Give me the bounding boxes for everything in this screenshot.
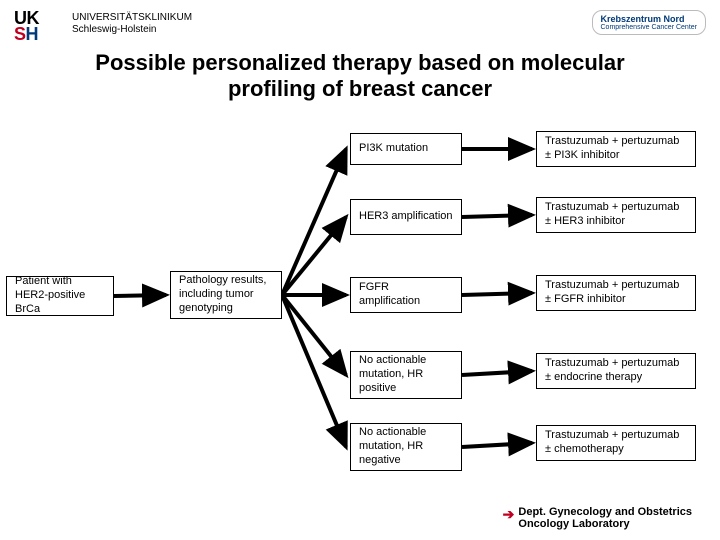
node-m2: HER3 amplification: [350, 199, 462, 235]
edge-m3-t3: [462, 293, 532, 295]
footer-line2: Oncology Laboratory: [518, 518, 629, 530]
node-t1: Trastuzumab + pertuzumab ± PI3K inhibito…: [536, 131, 696, 167]
footer: ➔ Dept. Gynecology and Obstetrics Oncolo…: [503, 506, 692, 530]
kzn-line1: Krebszentrum Nord: [601, 14, 698, 24]
edge-pathology-m5: [282, 295, 346, 447]
page-title: Possible personalized therapy based on m…: [0, 46, 720, 111]
edge-pathology-m2: [282, 217, 346, 295]
footer-text: Dept. Gynecology and Obstetrics Oncology…: [518, 506, 692, 530]
node-patient: Patient with HER2-positive BrCa: [6, 276, 114, 316]
arrow-right-icon: ➔: [503, 506, 515, 523]
node-t4: Trastuzumab + pertuzumab ± endocrine the…: [536, 353, 696, 389]
node-t2: Trastuzumab + pertuzumab ± HER3 inhibito…: [536, 197, 696, 233]
edge-m2-t2: [462, 215, 532, 217]
kzn-logo: Krebszentrum Nord Comprehensive Cancer C…: [592, 10, 707, 35]
edge-pathology-m4: [282, 295, 346, 375]
footer-line1: Dept. Gynecology and Obstetrics: [518, 506, 692, 518]
header-org: UNIVERSITÄTSKLINIKUM Schleswig-Holstein: [72, 12, 192, 35]
node-pathology: Pathology results, including tumor genot…: [170, 271, 282, 319]
edge-m5-t5: [462, 443, 532, 447]
node-t5: Trastuzumab + pertuzumab ± chemotherapy: [536, 425, 696, 461]
uksh-logo: UKSH: [14, 10, 58, 42]
node-t3: Trastuzumab + pertuzumab ± FGFR inhibito…: [536, 275, 696, 311]
node-m4: No actionable mutation, HR positive: [350, 351, 462, 399]
edge-patient-pathology: [114, 295, 166, 296]
node-m3: FGFR amplification: [350, 277, 462, 313]
node-m5: No actionable mutation, HR negative: [350, 423, 462, 471]
node-m1: PI3K mutation: [350, 133, 462, 165]
header: UKSH UNIVERSITÄTSKLINIKUM Schleswig-Hols…: [0, 0, 720, 46]
flowchart: Patient with HER2-positive BrCa Pathology…: [0, 111, 720, 511]
org-line2: Schleswig-Holstein: [72, 24, 192, 36]
kzn-line2: Comprehensive Cancer Center: [601, 24, 698, 31]
edge-pathology-m1: [282, 149, 346, 295]
edge-m4-t4: [462, 371, 532, 375]
org-line1: UNIVERSITÄTSKLINIKUM: [72, 12, 192, 24]
